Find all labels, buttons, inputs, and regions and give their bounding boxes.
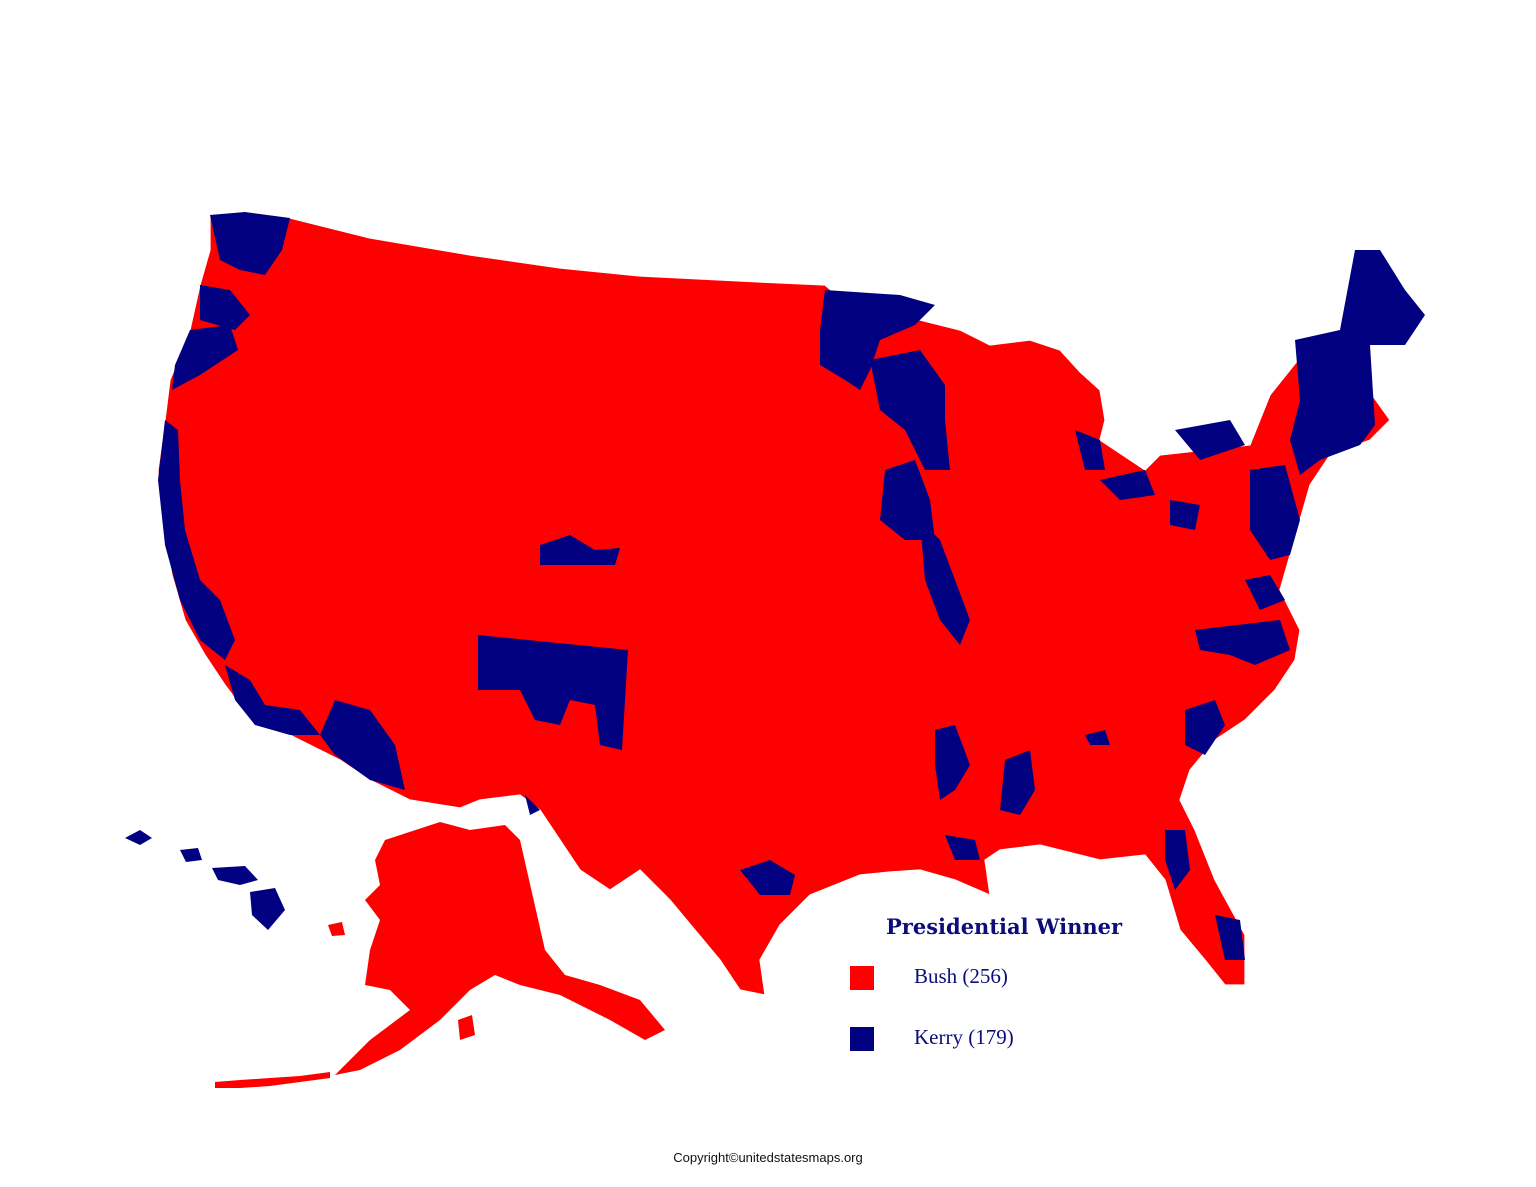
mississippi-region xyxy=(935,725,970,800)
copyright-text: Copyright©unitedstatesmaps.org xyxy=(673,1150,863,1165)
legend-swatch-kerry xyxy=(850,1027,874,1051)
iowa-east-region xyxy=(880,460,935,540)
southern-california-region xyxy=(225,665,320,735)
hawaii-oahu xyxy=(180,848,202,862)
minnesota-north-region xyxy=(820,290,935,390)
legend-swatch-bush xyxy=(850,966,874,990)
louisiana-region xyxy=(945,835,980,860)
florida-south-region xyxy=(1215,915,1245,960)
south-carolina-region xyxy=(1185,700,1225,755)
legend-title: Presidential Winner xyxy=(886,914,1123,939)
legend-label-kerry: Kerry (179) xyxy=(914,1025,1014,1049)
michigan-east-region xyxy=(1075,430,1105,470)
alaska-aleutians xyxy=(215,1072,330,1088)
alabama-region xyxy=(1000,750,1035,815)
hawaii-kauai xyxy=(125,830,152,845)
alaska-kodiak xyxy=(458,1015,475,1040)
wisconsin-region xyxy=(870,350,950,470)
new-mexico-north-region xyxy=(478,635,628,750)
oregon-northwest-region xyxy=(172,325,238,390)
ohio-north-region xyxy=(1100,470,1155,500)
new-york-region xyxy=(1175,420,1245,460)
texas-south-region xyxy=(525,795,540,815)
kerry-regions xyxy=(158,212,1425,960)
hawaii-maui-group xyxy=(212,866,258,885)
colorado-denver-region xyxy=(540,535,620,565)
pennsylvania-region xyxy=(1170,500,1200,530)
hawaii xyxy=(125,830,285,930)
alaska xyxy=(215,822,665,1088)
arizona-southwest-region xyxy=(320,700,405,790)
georgia-region xyxy=(1085,730,1110,745)
hawaii-big-island xyxy=(250,888,285,930)
northeast-region xyxy=(1290,250,1425,475)
washington-west-region xyxy=(210,212,290,275)
texas-houston-region xyxy=(740,860,795,895)
california-coast-region xyxy=(158,420,235,660)
legend-label-bush: Bush (256) xyxy=(914,964,1008,988)
contiguous-us-landmass xyxy=(157,211,1426,996)
north-carolina-region xyxy=(1195,620,1290,665)
virginia-north-region xyxy=(1245,575,1285,610)
oregon-coast-region xyxy=(200,285,250,330)
mid-atlantic-region xyxy=(1250,465,1300,560)
alaska-mainland xyxy=(335,822,665,1075)
alaska-island xyxy=(328,922,345,936)
florida-region xyxy=(1165,830,1190,890)
illinois-region xyxy=(920,520,970,645)
